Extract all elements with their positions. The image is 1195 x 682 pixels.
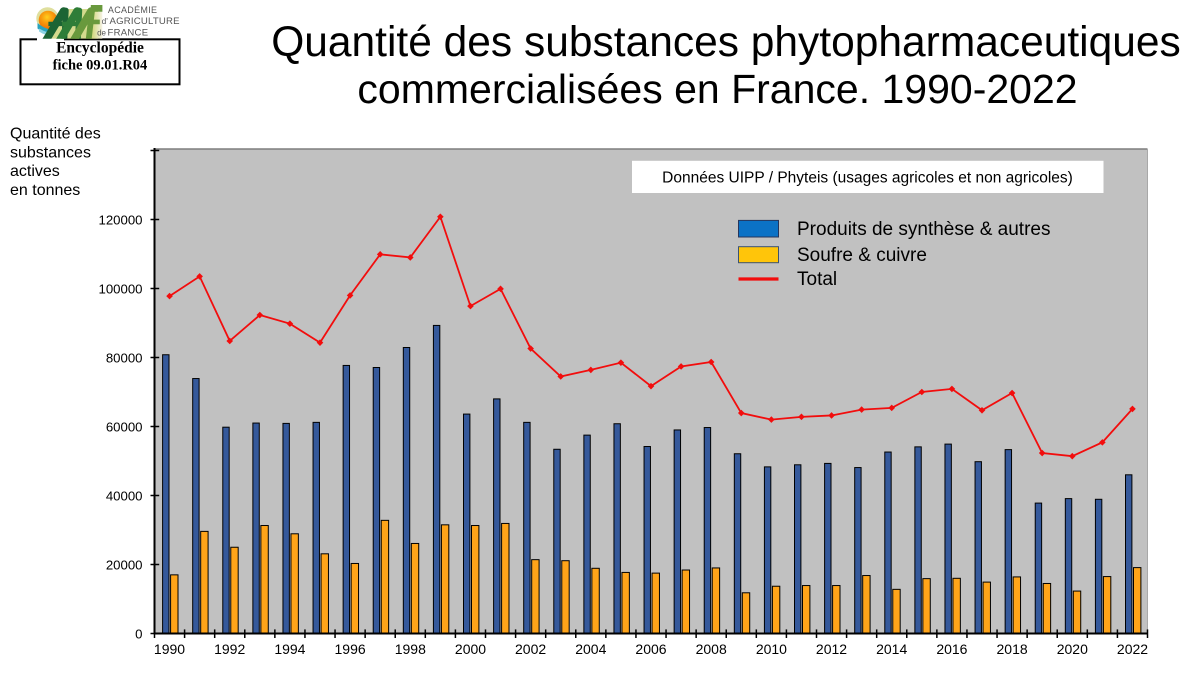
svg-text:2022: 2022 [1117,641,1148,657]
svg-text:1996: 1996 [335,641,366,657]
svg-text:1990: 1990 [154,641,185,657]
svg-text:2004: 2004 [575,641,606,657]
svg-text:1992: 1992 [214,641,245,657]
svg-text:Données UIPP / Phyteis (usages: Données UIPP / Phyteis (usages agricoles… [662,170,1073,187]
svg-text:60000: 60000 [106,419,143,434]
svg-text:80000: 80000 [106,350,143,365]
svg-text:Quantité des substances phytop: Quantité des substances phytopharmaceuti… [271,19,1181,66]
svg-text:100000: 100000 [98,281,142,296]
svg-text:1998: 1998 [395,641,426,657]
svg-text:2010: 2010 [756,641,787,657]
svg-text:fiche 09.01.R04: fiche 09.01.R04 [53,58,148,74]
svg-text:Soufre & cuivre: Soufre & cuivre [797,245,927,266]
svg-text:1994: 1994 [274,641,305,657]
svg-text:20000: 20000 [106,557,143,572]
svg-text:2002: 2002 [515,641,546,657]
svg-text:Total: Total [797,269,837,290]
svg-text:substances: substances [10,144,91,161]
svg-text:de: de [97,28,106,37]
svg-text:Produits de synthèse & autres: Produits de synthèse & autres [797,219,1050,240]
svg-text:FRANCE: FRANCE [108,27,149,38]
svg-text:Quantité des: Quantité des [10,126,101,143]
svg-text:en tonnes: en tonnes [10,182,80,199]
svg-text:2000: 2000 [455,641,486,657]
svg-text:AGRICULTURE: AGRICULTURE [110,16,180,27]
svg-text:0: 0 [135,626,142,641]
svg-text:40000: 40000 [106,488,143,503]
svg-text:2012: 2012 [816,641,847,657]
svg-text:120000: 120000 [98,212,142,227]
svg-text:2008: 2008 [696,641,727,657]
svg-text:Encyclopédie: Encyclopédie [56,40,144,57]
svg-text:2006: 2006 [635,641,666,657]
svg-text:2016: 2016 [936,641,967,657]
svg-text:2018: 2018 [997,641,1028,657]
svg-text:ACADÉMIE: ACADÉMIE [108,5,157,15]
svg-text:d’: d’ [102,17,108,26]
svg-text:actives: actives [10,163,60,180]
svg-text:2020: 2020 [1057,641,1088,657]
svg-text:commercialisées en France. 199: commercialisées en France. 1990-2022 [357,66,1077,112]
svg-text:2014: 2014 [876,641,907,657]
